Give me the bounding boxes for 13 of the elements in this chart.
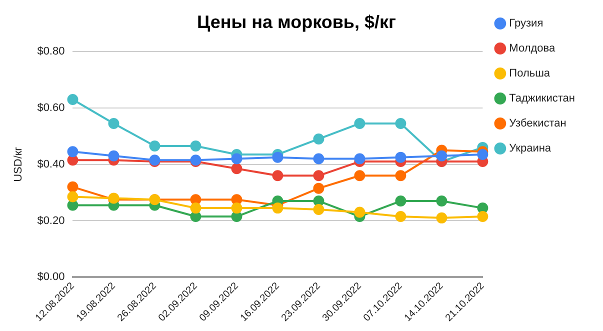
legend-label: Таджикистан <box>509 92 575 105</box>
legend-label: Украина <box>509 142 552 155</box>
y-axis-title: USD/кг <box>12 146 25 182</box>
legend-label: Узбекистан <box>509 118 566 130</box>
legend-label: Польша <box>509 68 551 80</box>
y-tick-label: $0.00 <box>37 271 65 284</box>
y-tick-label: $0.80 <box>37 46 65 58</box>
y-tick-label: $0.20 <box>37 214 65 227</box>
legend-label: Грузия <box>509 18 544 30</box>
legend-label: Молдова <box>509 42 556 55</box>
chart-title: Цены на морковь, $/кг <box>197 12 396 32</box>
y-tick-label: $0.40 <box>37 158 65 170</box>
y-tick-label: $0.60 <box>37 102 65 114</box>
